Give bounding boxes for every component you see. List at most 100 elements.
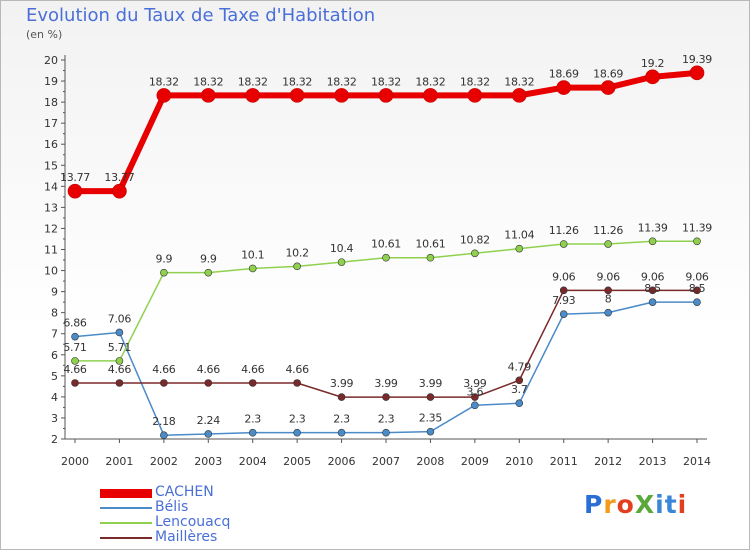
data-label: 2.3 xyxy=(333,413,350,426)
data-label: 9.9 xyxy=(200,253,217,266)
data-point xyxy=(426,427,435,436)
data-label: 18.32 xyxy=(504,75,534,88)
data-point xyxy=(293,379,301,387)
data-point xyxy=(423,88,438,103)
data-label: 4.66 xyxy=(241,363,265,376)
data-point xyxy=(71,357,79,365)
data-point xyxy=(604,286,612,295)
logo-letter: i xyxy=(677,490,688,519)
y-tick-label: 6 xyxy=(51,349,58,362)
data-label: 10.4 xyxy=(330,242,354,255)
y-tick-label: 12 xyxy=(44,222,58,235)
data-point xyxy=(645,69,660,85)
data-label: 8 xyxy=(605,293,612,306)
data-label: 18.69 xyxy=(549,68,579,81)
data-point xyxy=(511,88,527,103)
y-tick-label: 7 xyxy=(51,328,58,341)
data-point xyxy=(471,249,479,258)
data-label: 5.71 xyxy=(108,341,131,354)
data-point xyxy=(693,298,701,306)
data-point xyxy=(160,379,168,387)
y-tick-label: 18 xyxy=(44,96,58,109)
data-label: 18.32 xyxy=(371,75,401,88)
data-label: 2.3 xyxy=(289,413,306,426)
data-label: 11.04 xyxy=(504,229,534,242)
data-label: 3.99 xyxy=(330,377,354,390)
data-point xyxy=(204,430,213,438)
data-label: 3.99 xyxy=(374,377,398,390)
x-tick-label: 2007 xyxy=(372,455,400,468)
data-point xyxy=(689,65,705,81)
data-label: 9.06 xyxy=(596,270,620,283)
data-label: 8.5 xyxy=(689,282,706,295)
data-point xyxy=(471,401,479,410)
data-label: 9.06 xyxy=(552,270,576,283)
y-tick-label: 19 xyxy=(44,75,58,88)
x-tick-label: 2001 xyxy=(105,455,133,468)
data-point xyxy=(556,80,572,95)
x-tick-label: 2008 xyxy=(416,455,444,468)
data-label: 18.32 xyxy=(282,75,312,88)
data-label: 2.3 xyxy=(244,413,261,426)
y-tick-label: 11 xyxy=(44,244,58,257)
data-label: 4.66 xyxy=(108,363,132,376)
data-point xyxy=(604,240,612,248)
data-label: 19.2 xyxy=(641,57,664,70)
data-point xyxy=(559,310,568,318)
data-label: 5.71 xyxy=(63,341,86,354)
data-label: 9.9 xyxy=(156,253,173,266)
legend-label: Bélis xyxy=(155,499,189,515)
x-tick-label: 2004 xyxy=(239,455,267,468)
data-label: 3.7 xyxy=(511,383,528,396)
data-point xyxy=(693,237,701,246)
legend-swatch xyxy=(100,507,152,509)
data-point xyxy=(648,298,657,306)
data-label: 9.06 xyxy=(641,270,665,283)
data-label: 7.93 xyxy=(552,294,576,307)
data-point xyxy=(248,264,257,273)
data-point xyxy=(200,88,216,103)
data-point xyxy=(515,244,524,253)
data-label: 13.77 xyxy=(60,171,90,184)
data-label: 3.99 xyxy=(419,377,443,390)
data-point xyxy=(426,253,435,262)
data-point xyxy=(559,286,568,295)
data-label: 4.66 xyxy=(197,363,221,376)
y-tick-label: 2 xyxy=(51,433,58,446)
data-point xyxy=(382,393,390,401)
data-point xyxy=(71,332,79,341)
data-label: 7.06 xyxy=(108,312,132,325)
data-point xyxy=(337,428,346,437)
data-point xyxy=(559,240,568,248)
data-label: 4.66 xyxy=(63,363,87,376)
data-point xyxy=(160,431,168,440)
data-point xyxy=(245,88,261,103)
logo-letter: r xyxy=(603,490,617,519)
y-tick-label: 3 xyxy=(51,412,58,425)
data-point xyxy=(600,80,616,95)
data-label: 18.32 xyxy=(238,75,268,88)
data-point xyxy=(293,428,301,437)
chart-unit: (en %) xyxy=(26,28,63,41)
y-tick-label: 15 xyxy=(44,159,58,172)
x-tick-label: 2013 xyxy=(639,455,667,468)
data-label: 18.69 xyxy=(593,68,623,81)
data-label: 3.6 xyxy=(467,385,484,398)
data-label: 18.32 xyxy=(415,75,445,88)
data-point xyxy=(115,357,124,365)
x-tick-label: 2000 xyxy=(61,455,89,468)
y-tick-label: 4 xyxy=(51,391,58,404)
data-point xyxy=(604,308,612,317)
x-tick-label: 2003 xyxy=(194,455,222,468)
data-point xyxy=(515,399,524,408)
logo-letter: o xyxy=(616,490,635,519)
data-point xyxy=(337,393,346,401)
data-label: 18.32 xyxy=(193,75,223,88)
data-point xyxy=(204,379,213,387)
y-tick-label: 17 xyxy=(44,117,58,130)
data-label: 2.18 xyxy=(152,415,176,428)
data-point xyxy=(467,88,483,103)
data-point xyxy=(337,258,346,266)
data-point xyxy=(382,253,390,262)
